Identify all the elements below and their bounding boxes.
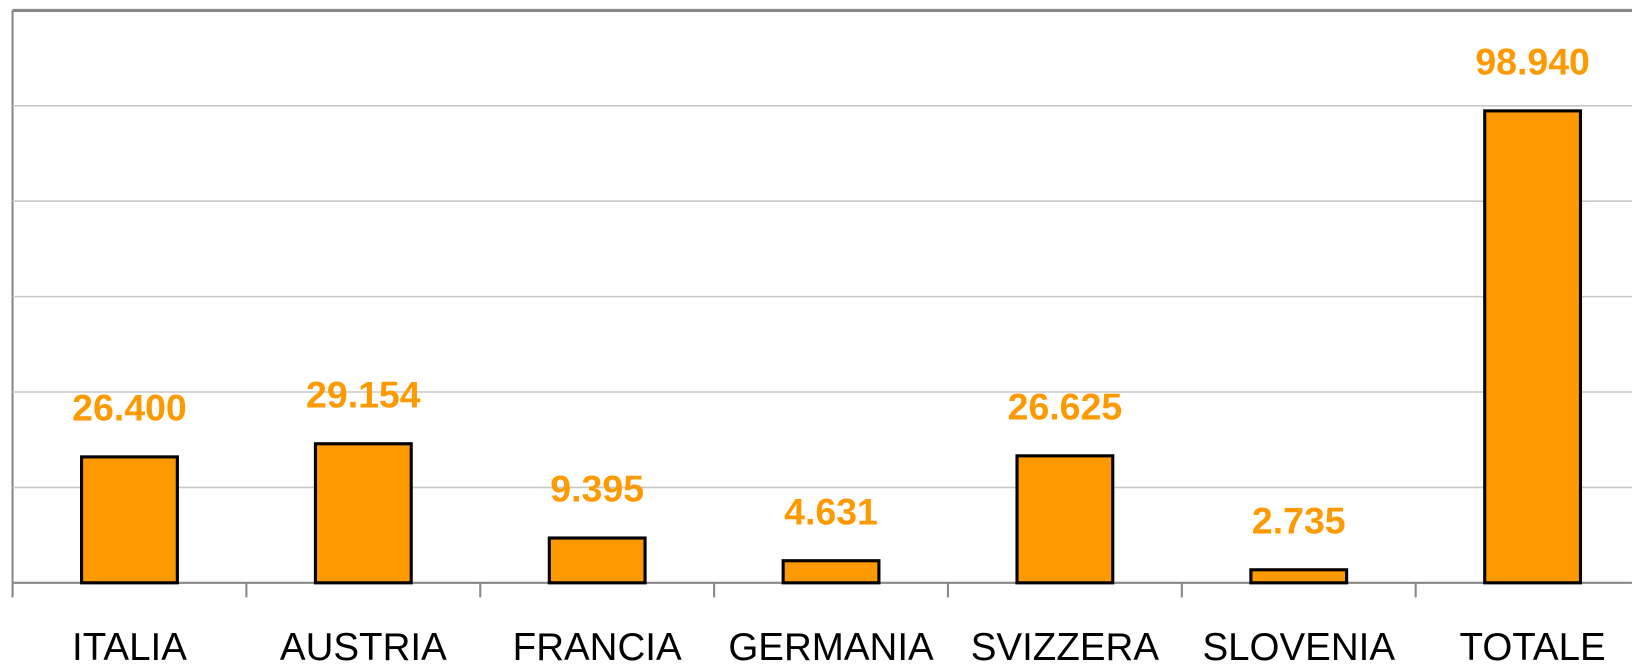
x-tick-label: AUSTRIA xyxy=(280,626,447,664)
x-tick-label: SVIZZERA xyxy=(971,626,1160,664)
data-label: 9.395 xyxy=(550,468,644,510)
x-tick-label: ITALIA xyxy=(72,626,187,664)
x-tick-label: TOTALE xyxy=(1460,626,1606,664)
bar xyxy=(80,455,179,585)
bar xyxy=(1015,454,1115,585)
data-label: 26.400 xyxy=(72,386,187,428)
data-label: 26.625 xyxy=(1008,385,1123,427)
x-tick-label: FRANCIA xyxy=(513,626,682,664)
bar xyxy=(1483,109,1583,585)
x-tick-label: GERMANIA xyxy=(728,626,934,664)
x-tick-label: SLOVENIA xyxy=(1202,626,1395,664)
bar xyxy=(1249,568,1349,585)
data-label: 98.940 xyxy=(1475,40,1590,82)
bar xyxy=(313,442,413,585)
bar xyxy=(781,559,881,585)
data-label: 2.735 xyxy=(1252,499,1346,541)
data-label: 4.631 xyxy=(784,490,878,532)
data-label: 29.154 xyxy=(306,373,421,415)
bar xyxy=(547,536,647,585)
